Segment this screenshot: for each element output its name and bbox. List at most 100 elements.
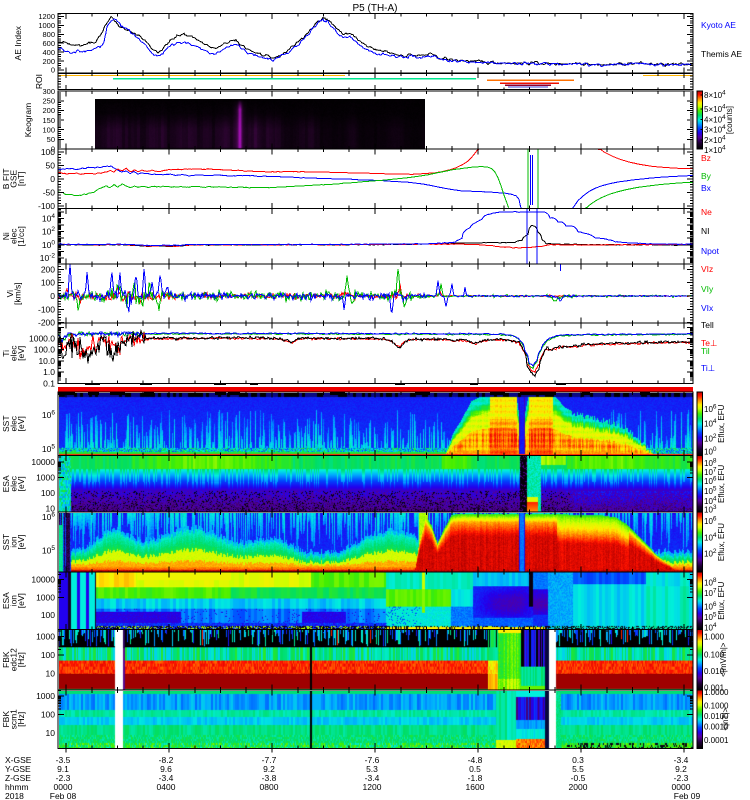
svg-text:2×104: 2×104 xyxy=(704,134,726,145)
svg-text:105: 105 xyxy=(704,612,717,623)
svg-text:5.5: 5.5 xyxy=(572,764,584,774)
svg-text:104: 104 xyxy=(704,532,717,543)
svg-text:0: 0 xyxy=(50,291,55,301)
svg-text:0800: 0800 xyxy=(260,782,279,792)
svg-text:[km/s]: [km/s] xyxy=(13,282,23,305)
svg-text:edc12: edc12 xyxy=(9,648,19,671)
svg-text:1000: 1000 xyxy=(36,691,55,701)
svg-text:10: 10 xyxy=(46,728,56,738)
svg-text:1600: 1600 xyxy=(466,782,485,792)
svg-text:-100: -100 xyxy=(38,201,55,211)
svg-text:1.0: 1.0 xyxy=(43,367,55,377)
svg-text:108: 108 xyxy=(704,577,717,588)
svg-text:0400: 0400 xyxy=(157,782,176,792)
svg-text:100: 100 xyxy=(41,650,55,660)
svg-text:8×104: 8×104 xyxy=(704,90,726,101)
svg-text:0.5: 0.5 xyxy=(469,764,481,774)
svg-text:Feb 09: Feb 09 xyxy=(674,791,701,800)
svg-text:0: 0 xyxy=(50,174,55,184)
svg-text:100: 100 xyxy=(42,125,55,134)
svg-text:Tell: Tell xyxy=(701,320,714,330)
svg-text:1000.0: 1000.0 xyxy=(29,334,55,344)
svg-text:3×104: 3×104 xyxy=(704,124,726,135)
svg-text:100: 100 xyxy=(41,278,55,288)
svg-text:-2.3: -2.3 xyxy=(56,773,71,783)
svg-text:elec: elec xyxy=(9,228,19,244)
svg-text:0.1000: 0.1000 xyxy=(704,702,729,711)
svg-text:600: 600 xyxy=(42,39,55,48)
svg-text:Ti: Ti xyxy=(1,350,11,357)
svg-text:10000: 10000 xyxy=(31,457,55,467)
svg-text:AE Index: AE Index xyxy=(13,25,23,60)
svg-text:1000: 1000 xyxy=(38,21,55,30)
svg-text:-1.8: -1.8 xyxy=(468,773,483,783)
svg-text:108: 108 xyxy=(704,457,717,468)
svg-text:200: 200 xyxy=(41,264,55,274)
svg-text:2000: 2000 xyxy=(569,782,588,792)
svg-text:1000: 1000 xyxy=(36,632,55,642)
svg-text:1.000: 1.000 xyxy=(704,633,725,642)
svg-text:Y-GSE: Y-GSE xyxy=(5,764,31,774)
svg-text:2018: 2018 xyxy=(5,791,24,800)
svg-text:-7.7: -7.7 xyxy=(262,755,277,765)
svg-text:-200: -200 xyxy=(38,318,55,328)
svg-text:0: 0 xyxy=(51,145,55,154)
svg-text:[eV]: [eV] xyxy=(16,593,26,608)
svg-text:NI: NI xyxy=(701,226,710,236)
svg-text:[1/cc]: [1/cc] xyxy=(16,226,26,246)
svg-text:-50: -50 xyxy=(43,188,56,198)
svg-text:100: 100 xyxy=(41,610,55,620)
svg-text:106: 106 xyxy=(704,601,717,612)
svg-text:Eflux, EFU: Eflux, EFU xyxy=(717,404,726,442)
svg-text:SST: SST xyxy=(1,415,11,432)
svg-text:-3.8: -3.8 xyxy=(262,773,277,783)
svg-text:100: 100 xyxy=(704,446,717,457)
svg-text:106: 106 xyxy=(42,410,55,421)
svg-text:<|nT|>: <|nT|> xyxy=(721,708,730,731)
svg-text:250: 250 xyxy=(42,97,55,106)
svg-text:FBK: FBK xyxy=(1,711,11,728)
svg-text:5×104: 5×104 xyxy=(704,104,726,115)
svg-text:0.010: 0.010 xyxy=(704,667,725,676)
svg-text:[eV]: [eV] xyxy=(16,416,26,431)
svg-text:-0.5: -0.5 xyxy=(571,773,586,783)
svg-text:0.0100: 0.0100 xyxy=(704,712,729,721)
svg-text:10.0: 10.0 xyxy=(38,356,55,366)
svg-text:106: 106 xyxy=(704,403,717,414)
svg-text:0.001: 0.001 xyxy=(704,684,725,693)
svg-text:0.3: 0.3 xyxy=(572,755,584,765)
svg-text:0000: 0000 xyxy=(54,782,73,792)
svg-text:-3.4: -3.4 xyxy=(674,755,689,765)
svg-text:ion: ion xyxy=(9,536,19,548)
svg-text:-2.3: -2.3 xyxy=(674,773,689,783)
svg-text:[eV]: [eV] xyxy=(16,476,26,491)
svg-text:Til: Til xyxy=(701,346,710,356)
svg-text:-4.8: -4.8 xyxy=(468,755,483,765)
svg-text:400: 400 xyxy=(42,48,55,57)
svg-text:X-GSE: X-GSE xyxy=(5,755,32,765)
svg-text:102: 102 xyxy=(42,226,55,237)
svg-text:Ti⊥: Ti⊥ xyxy=(701,363,716,373)
svg-text:102: 102 xyxy=(704,548,717,559)
svg-text:107: 107 xyxy=(704,466,717,477)
svg-text:107: 107 xyxy=(704,588,717,599)
svg-text:200: 200 xyxy=(42,57,55,66)
svg-text:5.3: 5.3 xyxy=(366,764,378,774)
svg-text:105: 105 xyxy=(42,444,55,455)
svg-text:50: 50 xyxy=(47,135,55,144)
svg-text:[nT]: [nT] xyxy=(16,171,26,186)
svg-text:1200: 1200 xyxy=(38,12,55,21)
svg-text:0.100: 0.100 xyxy=(704,651,725,660)
svg-text:hhmm: hhmm xyxy=(5,782,29,792)
svg-text:10-2: 10-2 xyxy=(40,252,56,263)
svg-text:104: 104 xyxy=(42,213,55,224)
svg-text:FBK: FBK xyxy=(1,651,11,668)
svg-text:[Hz]: [Hz] xyxy=(16,652,26,667)
svg-text:Eflux, EFU: Eflux, EFU xyxy=(717,581,726,619)
svg-text:VIx: VIx xyxy=(701,303,714,313)
svg-text:VIz: VIz xyxy=(701,264,713,274)
svg-text:Eflux, EFU: Eflux, EFU xyxy=(717,523,726,561)
svg-text:9.2: 9.2 xyxy=(675,764,687,774)
svg-text:Kyoto AE: Kyoto AE xyxy=(701,20,736,30)
svg-text:105: 105 xyxy=(704,485,717,496)
